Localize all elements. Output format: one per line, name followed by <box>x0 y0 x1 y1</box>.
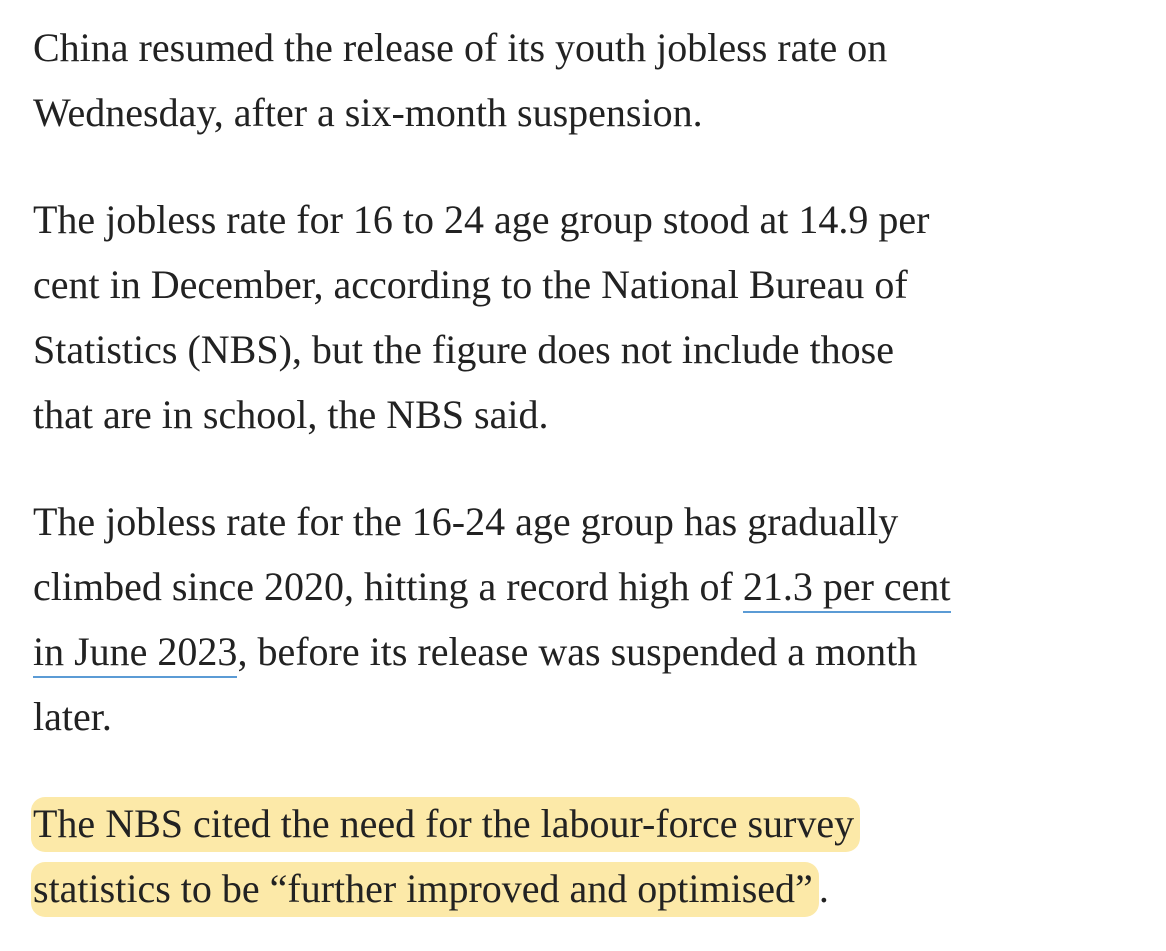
text-line: statistics to be “further improved and o… <box>31 856 1166 921</box>
text: . <box>818 866 829 911</box>
paragraph: The jobless rate for the 16-24 age group… <box>33 489 1166 749</box>
highlighted-text: statistics to be “further improved and o… <box>31 862 819 917</box>
text-line: later. <box>33 694 112 739</box>
text-line: The jobless rate for the 16-24 age group… <box>33 499 899 544</box>
text: climbed since 2020, hitting a record hig… <box>33 564 733 609</box>
paragraph: China resumed the release of its youth j… <box>33 15 1166 145</box>
paragraph: The jobless rate for 16 to 24 age group … <box>33 187 1166 447</box>
text-line: The NBS cited the need for the labour-fo… <box>31 791 1166 856</box>
text-line: in June 2023, before its release was sus… <box>33 619 1166 684</box>
text-line: cent in December, according to the Natio… <box>33 262 908 307</box>
text-line: Wednesday, after a six-month suspension. <box>33 90 703 135</box>
text-line: The jobless rate for 16 to 24 age group … <box>33 197 930 242</box>
text-line: China resumed the release of its youth j… <box>33 25 888 70</box>
link[interactable]: in June 2023 <box>33 629 238 678</box>
text-line: that are in school, the NBS said. <box>33 392 549 437</box>
text: , before its release was suspended a mon… <box>237 629 918 674</box>
text-line: Statistics (NBS), but the figure does no… <box>33 327 894 372</box>
link[interactable]: 21.3 per cent <box>742 564 951 613</box>
article: China resumed the release of its youth j… <box>31 15 1166 921</box>
paragraph: The NBS cited the need for the labour-fo… <box>31 791 1166 921</box>
highlighted-text: The NBS cited the need for the labour-fo… <box>31 797 861 852</box>
text-line: climbed since 2020, hitting a record hig… <box>33 554 1166 619</box>
